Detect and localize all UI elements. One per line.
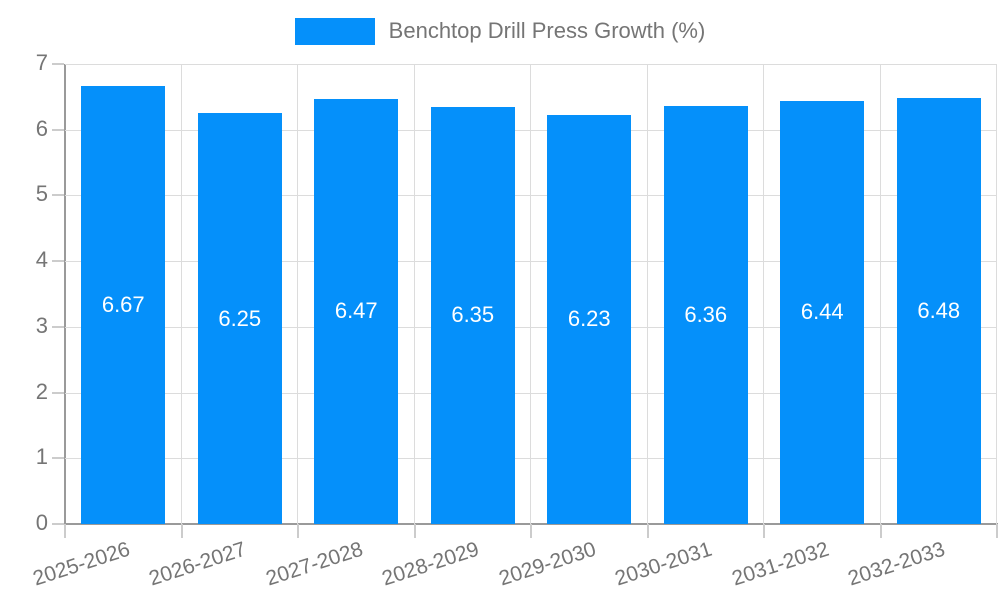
bar[interactable]: 6.35 (430, 106, 515, 524)
y-axis-tick (52, 325, 64, 328)
gridline-vertical (646, 64, 648, 524)
plot-area: 6.67 6.25 6.47 6.35 6.23 6.36 6.44 6.48 (65, 64, 997, 524)
x-axis-tick (297, 524, 299, 538)
bar-value-label: 6.35 (451, 302, 495, 328)
gridline-vertical (413, 64, 415, 524)
x-axis-tick-label: 2029-2030 (496, 537, 599, 591)
y-axis-tick (52, 523, 64, 525)
x-axis-tick-label: 2030-2031 (612, 537, 716, 591)
bar-value-label: 6.67 (101, 291, 145, 317)
y-axis-tick-label: 2 (35, 378, 48, 404)
x-axis-tick (413, 524, 416, 538)
bar[interactable]: 6.48 (896, 98, 981, 524)
x-axis-tick (180, 524, 183, 538)
gridline-horizontal (65, 64, 997, 65)
gridline-horizontal (65, 392, 997, 394)
gridline-vertical (297, 64, 298, 524)
y-axis-tick-label: 5 (35, 181, 48, 207)
x-axis-tick (763, 524, 765, 538)
x-axis-tick (64, 524, 66, 538)
x-axis-tick-label: 2025-2026 (30, 537, 133, 591)
legend[interactable]: Benchtop Drill Press Growth (%) (0, 16, 1000, 46)
gridline-vertical (996, 64, 997, 524)
gridline-vertical (180, 64, 182, 524)
y-axis-tick (52, 260, 64, 263)
y-axis-tick (52, 63, 64, 65)
bar-value-label: 6.44 (800, 299, 844, 325)
gridline-horizontal (65, 129, 997, 131)
bar-value-label: 6.25 (218, 305, 262, 331)
bar[interactable]: 6.36 (663, 106, 748, 524)
gridline-vertical (879, 64, 881, 524)
y-axis-line (64, 64, 66, 524)
y-axis-tick-label: 7 (35, 49, 48, 75)
gridline-horizontal (65, 458, 997, 460)
gridline-horizontal (65, 261, 997, 263)
gridline-vertical (530, 64, 531, 524)
legend-label: Benchtop Drill Press Growth (%) (388, 18, 706, 43)
y-axis-tick-label: 4 (35, 247, 48, 273)
x-axis-tick (879, 524, 882, 538)
y-axis-tick-label: 1 (35, 444, 48, 470)
y-axis-tick (52, 128, 64, 131)
bar[interactable]: 6.44 (780, 100, 865, 524)
y-axis-tick (52, 194, 64, 197)
gridline-horizontal (65, 195, 997, 197)
bar[interactable]: 6.25 (197, 113, 282, 524)
y-axis-tick (52, 457, 64, 460)
x-axis-tick-label: 2027-2028 (263, 537, 366, 591)
y-axis-tick-label: 3 (35, 312, 48, 338)
gridline-vertical (763, 64, 764, 524)
x-axis-tick (996, 524, 998, 538)
y-axis-tick-label: 0 (35, 509, 48, 535)
bar[interactable]: 6.47 (314, 98, 399, 524)
x-axis-tick-label: 2031-2032 (729, 537, 832, 591)
bar-value-label: 6.23 (567, 306, 611, 332)
x-axis-tick-label: 2028-2029 (379, 537, 483, 591)
x-axis-tick-label: 2026-2027 (146, 537, 250, 591)
bar-value-label: 6.48 (917, 298, 961, 324)
x-axis-tick (530, 524, 532, 538)
y-axis-tick-label: 6 (35, 115, 48, 141)
bar-value-label: 6.47 (334, 298, 378, 324)
bar[interactable]: 6.23 (547, 114, 632, 524)
x-axis-tick-label: 2032-2033 (845, 537, 949, 591)
bar[interactable]: 6.67 (81, 85, 166, 524)
x-axis-tick (646, 524, 649, 538)
gridline-horizontal (65, 326, 997, 328)
legend-swatch (294, 17, 375, 45)
y-axis-tick (52, 391, 64, 394)
bar-value-label: 6.36 (684, 302, 728, 328)
